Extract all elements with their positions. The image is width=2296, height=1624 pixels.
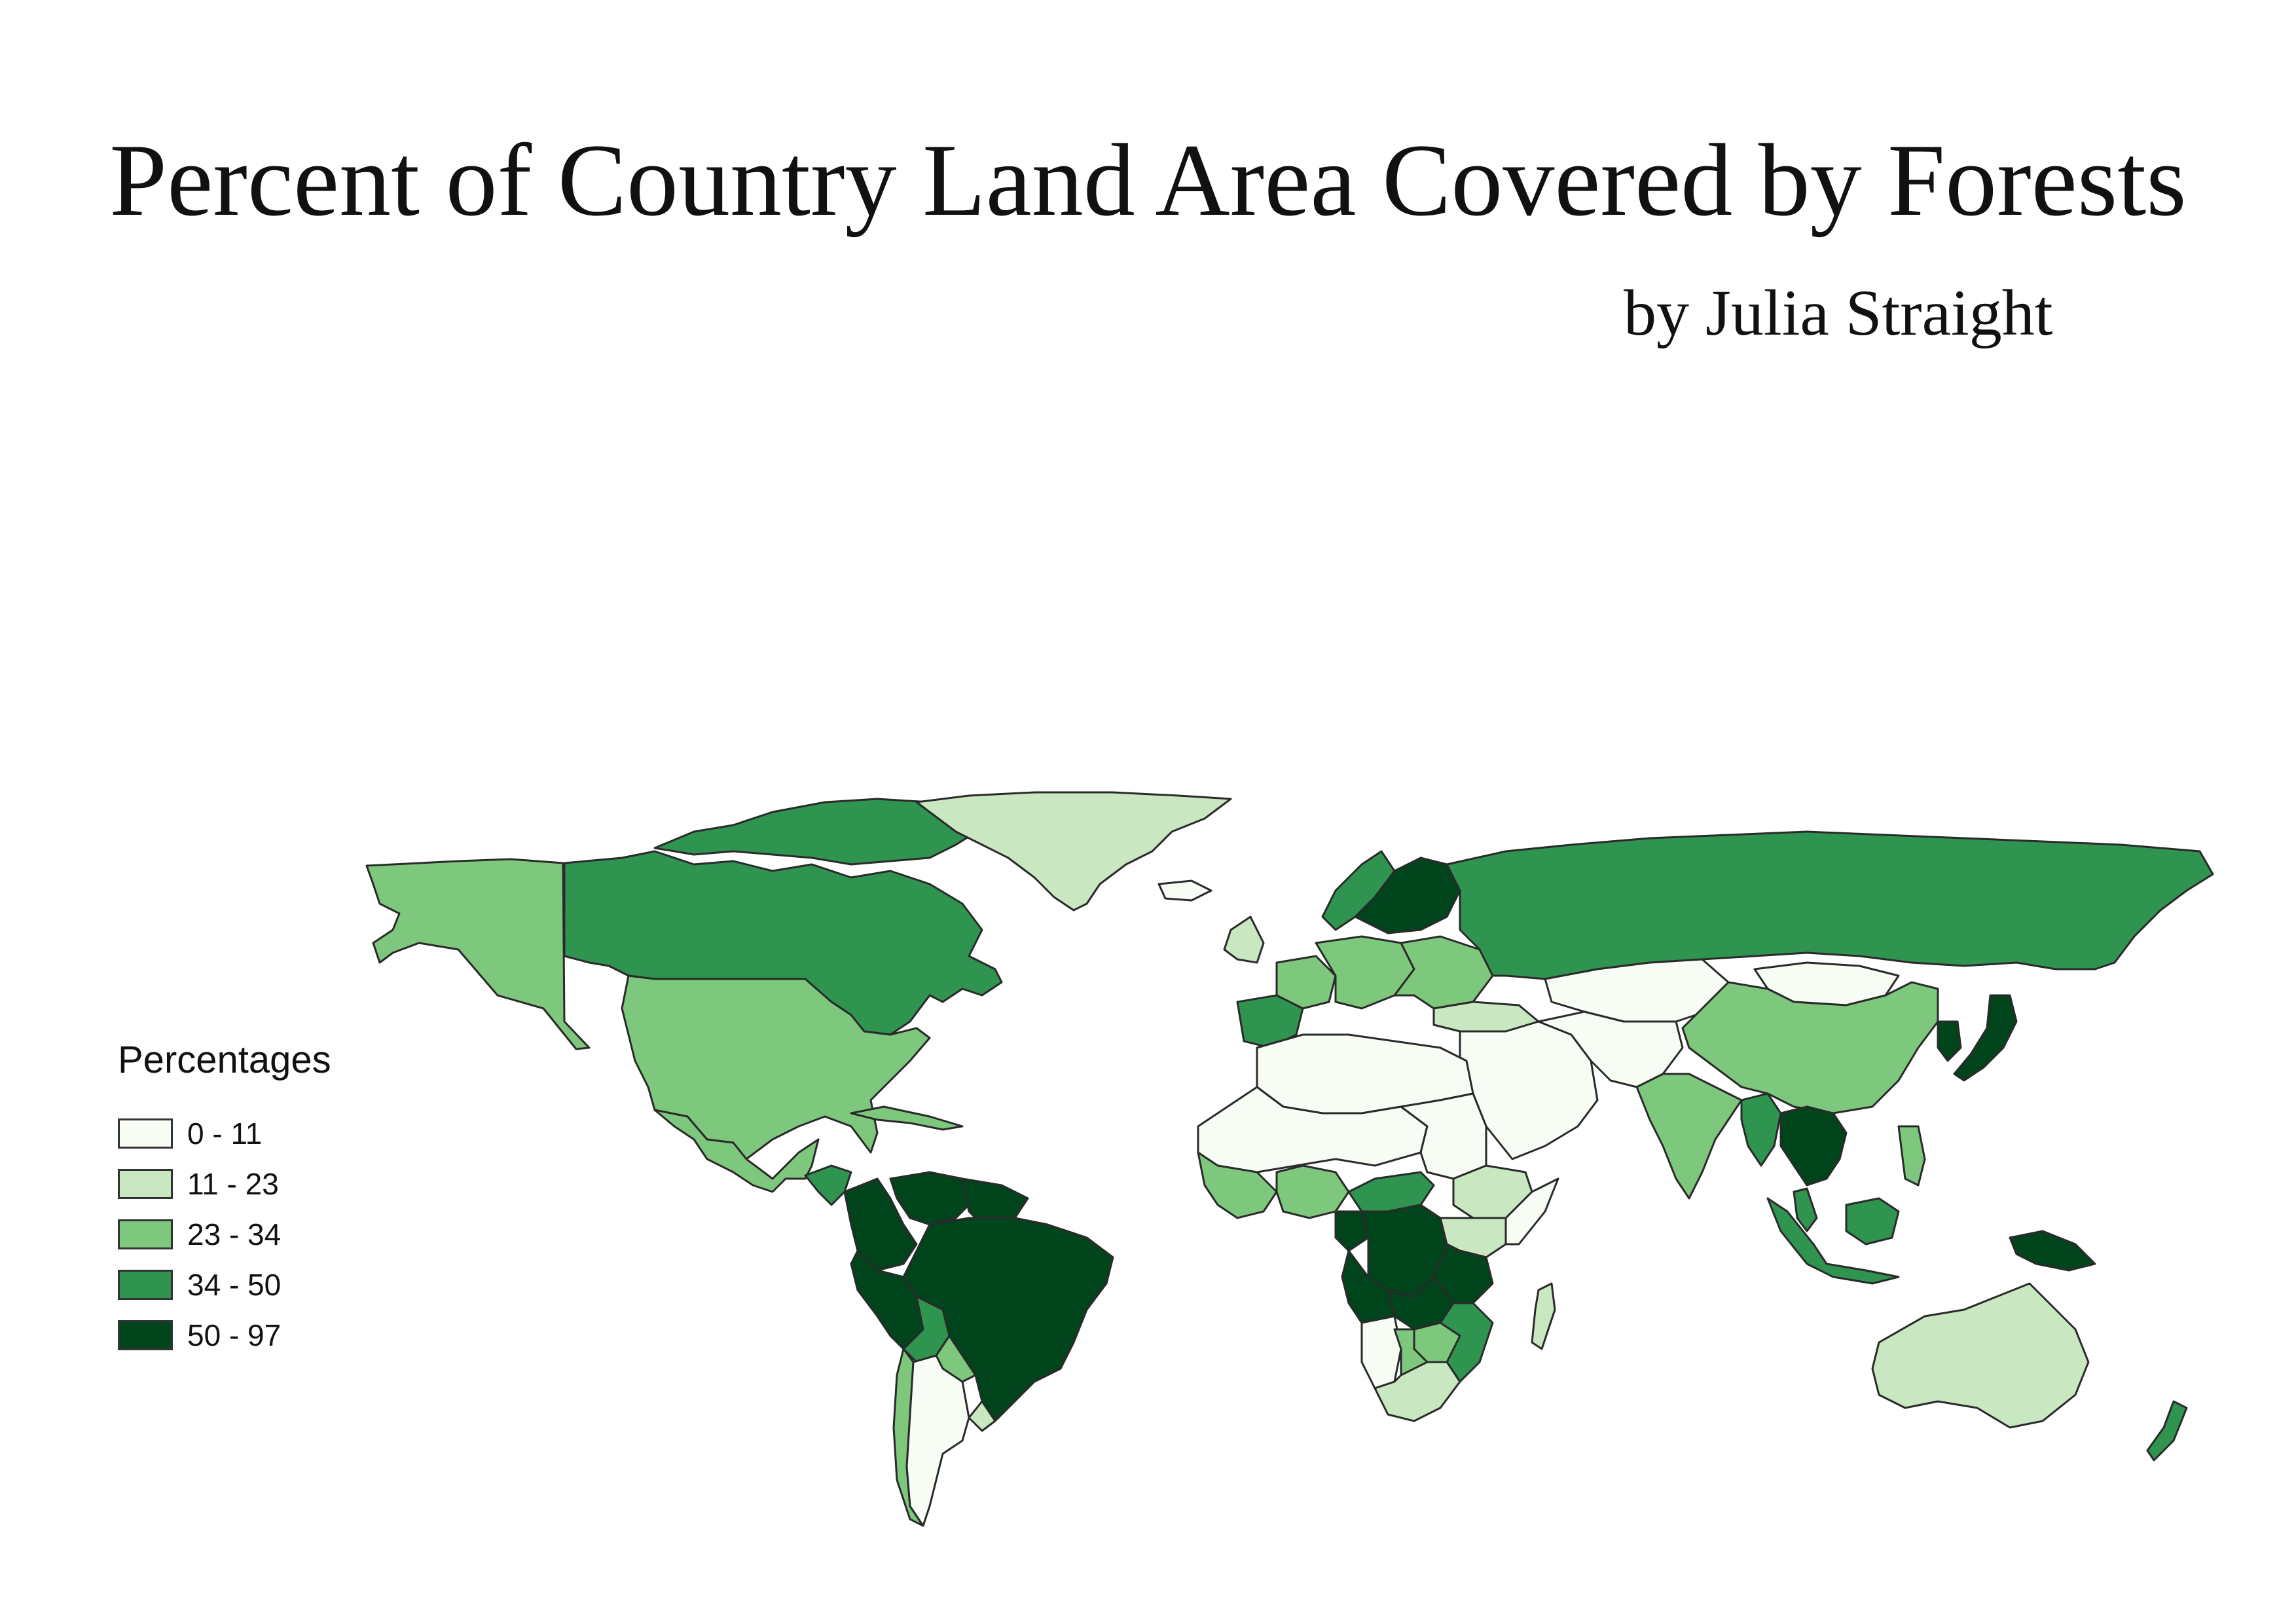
mexico [653,1109,820,1193]
madagascar [1531,1282,1556,1350]
legend-label: 50 - 97 [187,1318,282,1352]
legend: Percentages 0 - 11 11 - 23 23 - 34 34 - … [118,1038,331,1360]
central-america [804,1164,852,1206]
south-africa [1374,1361,1461,1422]
malaysia [1793,1187,1818,1232]
legend-title: Percentages [118,1039,331,1081]
argentina [905,1354,970,1527]
korea [1937,1020,1962,1062]
map-title: Percent of Country Land Area Covered by … [109,123,2187,238]
iceland [1157,879,1212,902]
legend-swatch [118,1168,173,1199]
new-guinea [2009,1230,2096,1272]
colombia [843,1177,918,1272]
legend-label: 0 - 11 [187,1116,263,1151]
legend-label: 34 - 50 [187,1267,282,1302]
china [1681,981,1939,1115]
uk-ireland [1223,915,1265,964]
namibia [1360,1315,1402,1390]
new-zealand [2146,1400,2188,1462]
philippines [1897,1125,1926,1187]
legend-item: 11 - 23 [118,1158,331,1209]
greenland [915,791,1232,912]
legend-label: 11 - 23 [187,1166,279,1201]
alaska [365,858,591,1050]
legend-label: 23 - 34 [187,1217,282,1251]
legend-item: 0 - 11 [118,1108,331,1158]
gabon [1334,1210,1370,1252]
legend-item: 23 - 34 [118,1209,331,1259]
cuba-caribbean [850,1105,964,1131]
legend-swatch [118,1269,173,1300]
legend-swatch [118,1219,173,1249]
venezuela [889,1171,977,1226]
legend-swatch [118,1118,173,1149]
legend-swatch [118,1320,173,1350]
indonesia-sumatra [1766,1197,1900,1285]
uruguay [968,1400,996,1432]
borneo [1845,1197,1900,1246]
legend-item: 34 - 50 [118,1259,331,1310]
nigeria [1275,1164,1350,1219]
legend-item: 50 - 97 [118,1310,331,1360]
india [1635,1073,1743,1200]
france [1275,955,1337,1010]
west-africa-coast [1197,1151,1278,1219]
russia [1446,830,2214,980]
japan [1953,994,2018,1082]
myanmar [1740,1092,1782,1167]
australia [1871,1282,2090,1429]
map-subtitle: by Julia Straight [1624,276,2053,349]
indochina [1779,1105,1848,1187]
